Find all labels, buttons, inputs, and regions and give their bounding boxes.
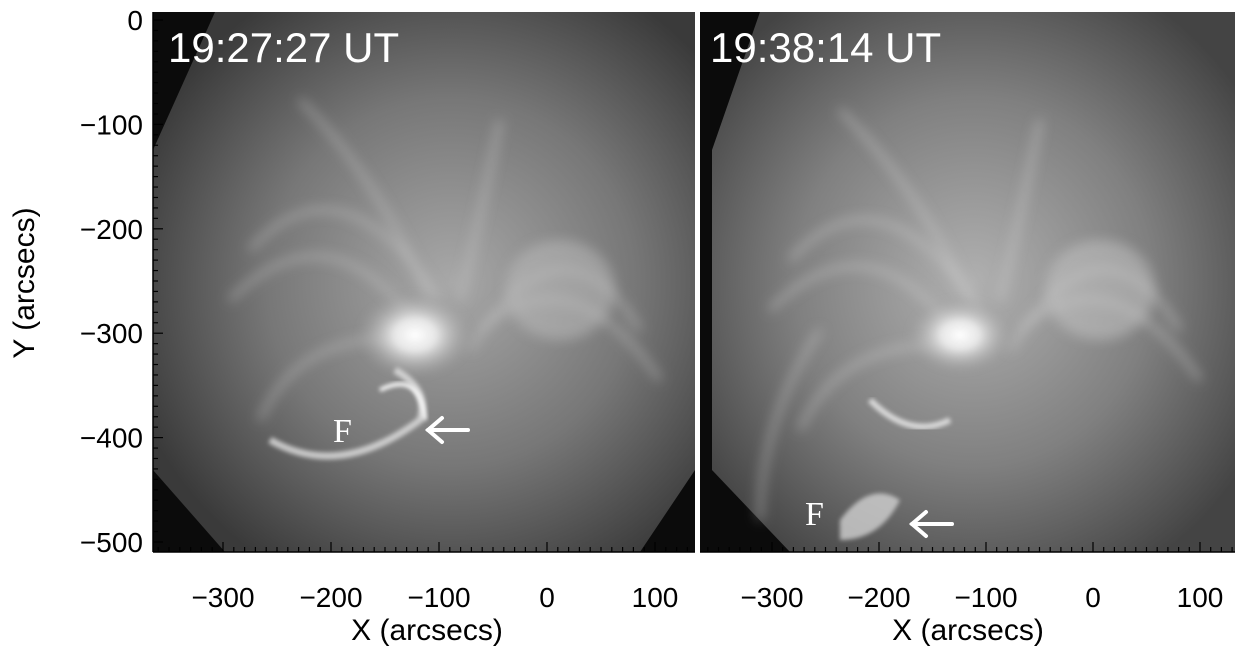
x-axis-label-panel-2: X (arcsecs): [892, 614, 1044, 647]
x-tick-label: −100: [407, 582, 470, 613]
arrow-left-icon: [908, 510, 954, 538]
image-panel-2: [700, 12, 1235, 552]
x-tick-label: 0: [539, 582, 555, 613]
feature-label-panel-1: F: [333, 413, 352, 450]
axis-ticks: 0 −100 −200 −300 −400 −500 −300 −200 −100 0 100 −30…: [80, 5, 1233, 613]
y-tick-label: −400: [80, 423, 143, 454]
timestamp-panel-1: 19:27:27 UT: [168, 24, 399, 71]
x-tick-label: −300: [740, 582, 803, 613]
feature-label-panel-2: F: [805, 496, 824, 533]
y-axis-label: Y (arcsecs): [8, 207, 41, 358]
x-axis-label-panel-1: X (arcsecs): [351, 614, 503, 647]
x-tick-label: −200: [847, 582, 910, 613]
field-of-view-2: [712, 12, 1235, 552]
x-tick-label: 0: [1085, 582, 1101, 613]
y-tick-label: −200: [80, 214, 143, 245]
x-tick-label: −100: [954, 582, 1017, 613]
x-tick-label: −200: [299, 582, 362, 613]
y-tick-label: −300: [80, 318, 143, 349]
x-tick-label: −300: [191, 582, 254, 613]
y-tick-label: −100: [80, 109, 143, 140]
image-panel-1: [153, 12, 695, 552]
x-tick-label: 100: [1177, 582, 1224, 613]
timestamp-panel-2: 19:38:14 UT: [710, 24, 941, 71]
y-tick-label: 0: [127, 5, 143, 36]
arrow-left-icon: [424, 416, 470, 444]
y-tick-label: −500: [80, 527, 143, 558]
x-tick-label: 100: [632, 582, 679, 613]
